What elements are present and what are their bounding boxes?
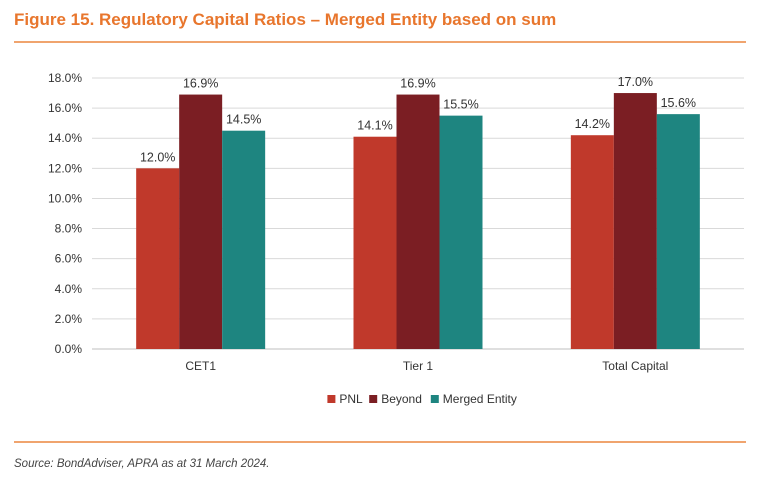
bar-merged-entity bbox=[222, 130, 266, 349]
x-axis: CET1 Tier 1 Total Capital bbox=[185, 359, 668, 373]
data-label: 14.1% bbox=[357, 119, 392, 133]
legend: PNL Beyond Merged Entity bbox=[327, 392, 517, 406]
source-note: Source: BondAdviser, APRA as at 31 March… bbox=[14, 458, 270, 470]
data-label: 17.0% bbox=[618, 75, 653, 89]
data-label: 14.2% bbox=[575, 117, 610, 131]
x-tick-label: CET1 bbox=[185, 359, 216, 373]
x-tick-label: Total Capital bbox=[602, 359, 668, 373]
legend-label: PNL bbox=[339, 392, 363, 406]
y-tick-label: 16.0% bbox=[48, 101, 82, 115]
y-tick-label: 4.0% bbox=[55, 282, 83, 296]
x-tick-label: Tier 1 bbox=[403, 359, 434, 373]
title-divider bbox=[14, 41, 746, 43]
legend-swatch bbox=[369, 395, 378, 403]
y-axis: 0.0% 2.0% 4.0% 6.0% 8.0% 10.0% 12.0% 14.0% 16.0%… bbox=[48, 71, 82, 356]
bars bbox=[136, 93, 700, 349]
legend-swatch bbox=[327, 395, 336, 403]
y-tick-label: 6.0% bbox=[55, 252, 83, 266]
y-tick-label: 10.0% bbox=[48, 191, 82, 205]
bar-chart: 0.0% 2.0% 4.0% 6.0% 8.0% 10.0% 12.0% 14.0% 16.0%… bbox=[48, 71, 744, 406]
y-tick-label: 18.0% bbox=[48, 71, 82, 85]
bar-pnl bbox=[353, 136, 397, 349]
data-label: 15.5% bbox=[443, 98, 478, 112]
data-labels: 12.0% 16.9% 14.5% 14.1% 16.9% 15.5% 14.2% 17.0%… bbox=[140, 75, 696, 164]
bar-merged-entity bbox=[439, 115, 483, 349]
bar-pnl bbox=[136, 168, 180, 349]
data-label: 15.6% bbox=[661, 96, 696, 110]
legend-swatch bbox=[430, 395, 439, 403]
y-tick-label: 12.0% bbox=[48, 161, 82, 175]
data-label: 14.5% bbox=[226, 113, 261, 127]
y-tick-label: 14.0% bbox=[48, 131, 82, 145]
y-tick-label: 2.0% bbox=[55, 312, 83, 326]
data-label: 16.9% bbox=[183, 77, 218, 91]
bar-beyond bbox=[179, 94, 223, 349]
legend-label: Merged Entity bbox=[443, 392, 517, 406]
bar-beyond bbox=[396, 94, 440, 349]
bar-pnl bbox=[570, 135, 614, 349]
legend-label: Beyond bbox=[381, 392, 422, 406]
y-tick-label: 8.0% bbox=[55, 222, 83, 236]
bar-merged-entity bbox=[656, 114, 700, 349]
bar-beyond bbox=[613, 93, 657, 349]
data-label: 16.9% bbox=[400, 77, 435, 91]
data-label: 12.0% bbox=[140, 150, 175, 164]
figure-title: Figure 15. Regulatory Capital Ratios – M… bbox=[14, 10, 557, 29]
y-tick-label: 0.0% bbox=[55, 342, 83, 356]
source-divider bbox=[14, 441, 746, 443]
